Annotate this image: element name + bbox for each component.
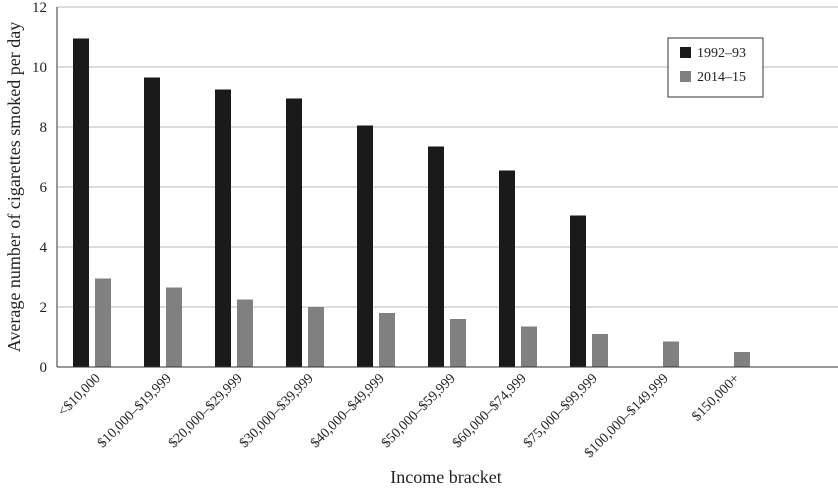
bar-series-2 <box>521 326 537 367</box>
y-tick-label: 8 <box>40 120 48 136</box>
y-tick-label: 10 <box>32 60 47 76</box>
bar-series-1 <box>428 146 444 367</box>
y-tick-label: 0 <box>40 360 48 376</box>
y-axis-title: Average number of cigarettes smoked per … <box>4 22 24 353</box>
bar-series-2 <box>379 313 395 367</box>
y-tick-label: 6 <box>40 180 48 196</box>
y-tick-label: 4 <box>40 240 48 256</box>
y-tick-label: 2 <box>40 300 48 316</box>
x-category-label: $75,000–$99,999 <box>521 371 601 451</box>
bar-series-1 <box>144 77 160 367</box>
y-tick-labels: 0 2 4 6 8 10 12 <box>32 0 48 376</box>
legend: 1992–93 2014–15 <box>667 37 764 98</box>
x-category-label: $150,000+ <box>690 371 743 424</box>
bar-series-1 <box>357 125 373 367</box>
x-category-label: $60,000–$74,999 <box>450 371 530 451</box>
bar-series-2 <box>237 299 253 367</box>
x-category-label: $50,000–$59,999 <box>379 371 459 451</box>
axes <box>56 7 838 368</box>
x-category-label: $30,000–$39,999 <box>237 371 317 451</box>
bar-series-1 <box>570 215 586 367</box>
x-tick-labels: <$10,000$10,000–$19,999$20,000–$29,999$3… <box>55 371 742 461</box>
x-category-label: <$10,000 <box>55 371 103 419</box>
x-category-label: $20,000–$29,999 <box>166 371 246 451</box>
legend-swatch <box>680 71 691 82</box>
bar-series-1 <box>499 170 515 367</box>
x-axis-title: Income bracket <box>390 467 501 486</box>
bar-series-1 <box>215 89 231 367</box>
legend-label: 2014–15 <box>697 70 746 85</box>
bar-series-2 <box>663 341 679 367</box>
bar-series-2 <box>592 334 608 367</box>
legend-swatch <box>680 47 691 58</box>
bar-series-2 <box>308 307 324 367</box>
gridlines <box>57 6 838 308</box>
x-category-label: $40,000–$49,999 <box>308 371 388 451</box>
bar-series-2 <box>450 319 466 367</box>
bar-series-1 <box>286 98 302 367</box>
y-tick-label: 12 <box>32 0 47 16</box>
bar-series-2 <box>95 278 111 367</box>
legend-label: 1992–93 <box>697 46 746 61</box>
bar-series-1 <box>73 38 89 367</box>
x-category-label: $10,000–$19,999 <box>95 371 175 451</box>
bars <box>73 38 750 367</box>
bar-series-2 <box>734 352 750 367</box>
bar-series-2 <box>166 287 182 367</box>
